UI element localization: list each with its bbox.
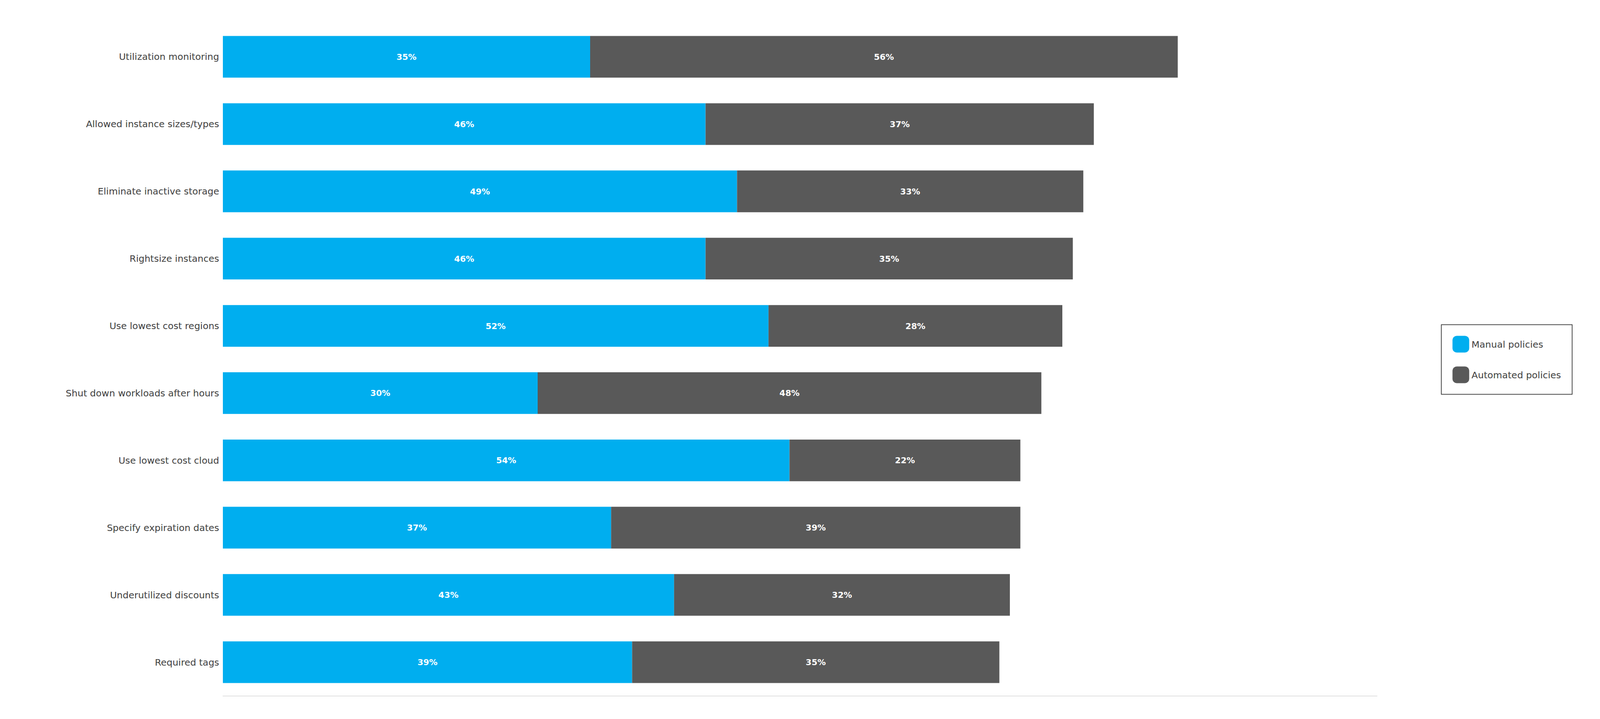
svg-text:37%: 37%: [889, 119, 910, 130]
svg-text:Specify expiration dates: Specify expiration dates: [106, 522, 220, 534]
svg-text:56%: 56%: [873, 52, 894, 62]
svg-text:Rightsize instances: Rightsize instances: [129, 253, 220, 265]
svg-text:43%: 43%: [438, 590, 459, 600]
svg-text:Allowed instance sizes/types: Allowed instance sizes/types: [85, 118, 220, 130]
svg-text:30%: 30%: [370, 388, 391, 398]
svg-text:Eliminate inactive storage: Eliminate inactive storage: [97, 185, 220, 197]
svg-text:46%: 46%: [454, 119, 475, 130]
svg-text:39%: 39%: [417, 657, 438, 668]
svg-text:Automated policies: Automated policies: [1471, 369, 1561, 381]
svg-text:32%: 32%: [832, 590, 853, 600]
svg-text:Manual policies: Manual policies: [1471, 338, 1543, 351]
svg-text:Use lowest cost regions: Use lowest cost regions: [109, 320, 220, 332]
svg-text:Shut down workloads after hour: Shut down workloads after hours: [65, 387, 220, 399]
svg-text:46%: 46%: [454, 253, 475, 264]
svg-text:Utilization monitoring: Utilization monitoring: [118, 51, 220, 63]
svg-text:Use lowest cost cloud: Use lowest cost cloud: [118, 455, 220, 467]
svg-text:35%: 35%: [879, 253, 900, 264]
svg-text:48%: 48%: [779, 388, 800, 398]
svg-text:28%: 28%: [905, 321, 926, 332]
svg-text:22%: 22%: [894, 455, 915, 466]
svg-text:Required tags: Required tags: [154, 656, 220, 669]
svg-text:35%: 35%: [396, 52, 417, 62]
svg-text:37%: 37%: [407, 522, 428, 533]
svg-text:35%: 35%: [805, 657, 826, 668]
svg-text:33%: 33%: [900, 186, 921, 197]
svg-text:39%: 39%: [805, 522, 826, 533]
svg-text:54%: 54%: [496, 455, 517, 466]
svg-text:Underutilized discounts: Underutilized discounts: [110, 589, 220, 601]
svg-text:49%: 49%: [469, 186, 490, 197]
svg-text:52%: 52%: [485, 321, 506, 332]
